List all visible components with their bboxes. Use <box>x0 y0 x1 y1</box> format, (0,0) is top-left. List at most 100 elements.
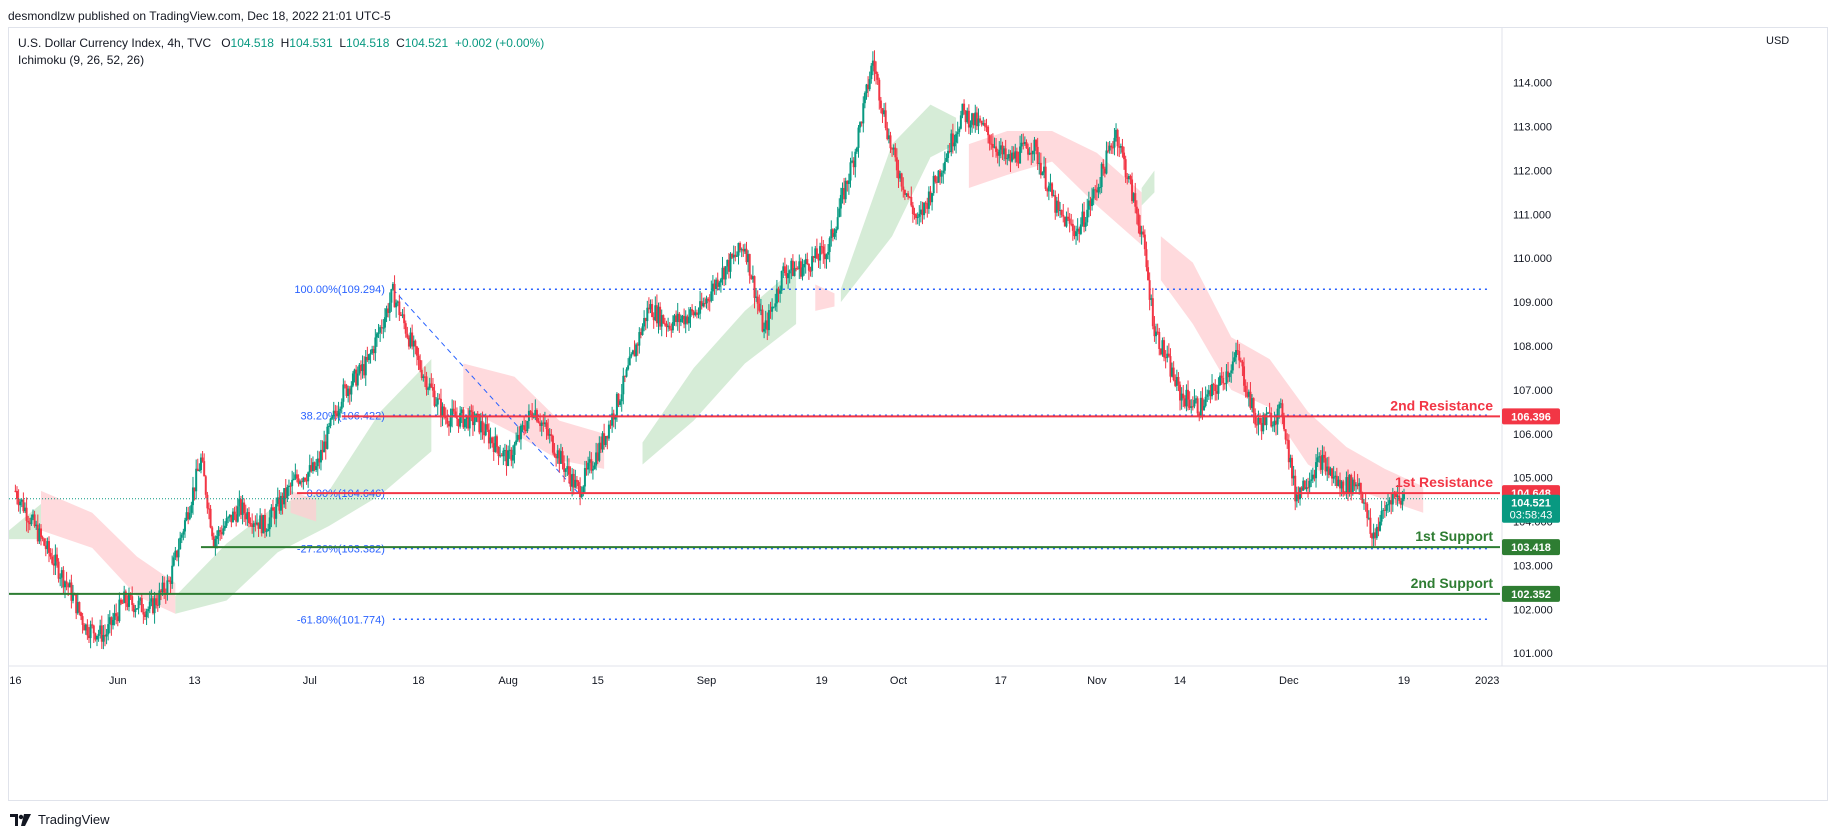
y-tick-label: 113.000 <box>1513 122 1552 134</box>
candle-body <box>806 259 809 265</box>
candle-body <box>857 127 860 148</box>
candle-body <box>767 310 770 331</box>
x-tick-label: 17 <box>995 675 1007 687</box>
candle-body <box>551 436 554 453</box>
candle-body <box>918 213 921 217</box>
candle-body <box>1345 477 1348 494</box>
candle-body <box>1140 231 1143 235</box>
candle-body <box>697 313 700 315</box>
candle-body <box>851 160 854 163</box>
candle-body <box>939 170 942 177</box>
candle-body <box>315 466 318 470</box>
candle-body <box>774 303 777 307</box>
candle-body <box>926 203 929 209</box>
x-tick-label: Jun <box>109 675 127 687</box>
candle-body <box>787 273 790 279</box>
candle-body <box>715 279 718 290</box>
candle-body <box>1191 406 1194 408</box>
candle-body <box>1337 479 1340 486</box>
candle-body <box>967 110 970 128</box>
candle-body <box>430 383 433 388</box>
candle-body <box>737 242 740 256</box>
candle-body <box>337 410 340 417</box>
candle-body <box>1331 468 1334 479</box>
candle-body <box>940 172 943 177</box>
candle-body <box>903 189 906 195</box>
candle-body <box>931 193 934 203</box>
candle-body <box>247 512 250 524</box>
candle-body <box>780 271 783 291</box>
candle-body <box>1380 510 1383 522</box>
candle-body <box>1063 216 1066 227</box>
candle-body <box>675 315 678 322</box>
support-label: 1st Support <box>1415 528 1493 544</box>
candle-body <box>244 513 247 520</box>
resistance-label: 1st Resistance <box>1395 474 1493 490</box>
candle-body <box>913 214 916 216</box>
candle-body <box>1310 479 1313 481</box>
candle-body <box>1115 129 1118 138</box>
footer[interactable]: TradingView <box>10 812 110 827</box>
candle-body <box>1367 517 1370 519</box>
candle-body <box>1244 385 1247 393</box>
candle-body <box>1052 195 1055 197</box>
candle-body <box>1132 193 1135 202</box>
candle-body <box>20 499 23 502</box>
candle-body <box>1246 392 1249 397</box>
chart-legend: U.S. Dollar Currency Index, 4h, TVC O104… <box>18 35 544 69</box>
candle-body <box>815 248 818 259</box>
candle-body <box>1271 425 1274 427</box>
candle-body <box>859 122 862 128</box>
candle-body <box>471 411 474 426</box>
ichimoku-cloud-bull <box>175 359 432 614</box>
candle-body <box>511 454 514 461</box>
candle-body <box>615 393 618 416</box>
y-tick-label: 103.000 <box>1513 560 1553 572</box>
candle-body <box>1353 479 1356 487</box>
candle-body <box>1111 147 1114 149</box>
candle-body <box>927 191 930 209</box>
candle-body <box>1105 150 1108 174</box>
candle-body <box>651 304 654 318</box>
candle-body <box>1073 230 1076 237</box>
candle-body <box>1137 213 1140 226</box>
x-tick-label: Jul <box>303 675 317 687</box>
candle-body <box>750 275 753 280</box>
candle-body <box>996 151 999 156</box>
candle-body <box>249 523 252 525</box>
candle-body <box>1390 500 1393 505</box>
candle-body <box>1171 367 1174 377</box>
candle-body <box>113 613 116 620</box>
y-tick-label: 102.000 <box>1513 604 1553 616</box>
candle-body <box>1204 396 1207 406</box>
candle-body <box>131 596 134 605</box>
candle-body <box>979 118 982 121</box>
candle-body <box>39 528 42 538</box>
resistance-price-tag <box>1502 408 1560 425</box>
candle-body <box>326 426 329 449</box>
candle-body <box>351 373 354 386</box>
candle-body <box>1313 474 1316 479</box>
candle-body <box>1311 474 1314 480</box>
candle-body <box>70 582 73 601</box>
candle-body <box>1372 532 1375 539</box>
candle-body <box>1212 383 1215 386</box>
publisher-line: desmondlzw published on TradingView.com,… <box>8 9 391 23</box>
candle-body <box>235 514 238 522</box>
candle-body <box>380 327 383 329</box>
candle-body <box>574 479 577 488</box>
candle-body <box>763 328 766 332</box>
candle-body <box>1015 151 1018 163</box>
candle-body <box>1251 398 1254 409</box>
candle-body <box>591 468 594 471</box>
candle-body <box>300 481 303 483</box>
candle-body <box>423 376 426 378</box>
candle-body <box>118 599 121 622</box>
candle-body <box>225 518 228 526</box>
candle-body <box>971 113 974 125</box>
candle-body <box>639 332 642 336</box>
candle-body <box>182 531 185 535</box>
candle-body <box>870 65 873 80</box>
candle-body <box>945 157 948 162</box>
